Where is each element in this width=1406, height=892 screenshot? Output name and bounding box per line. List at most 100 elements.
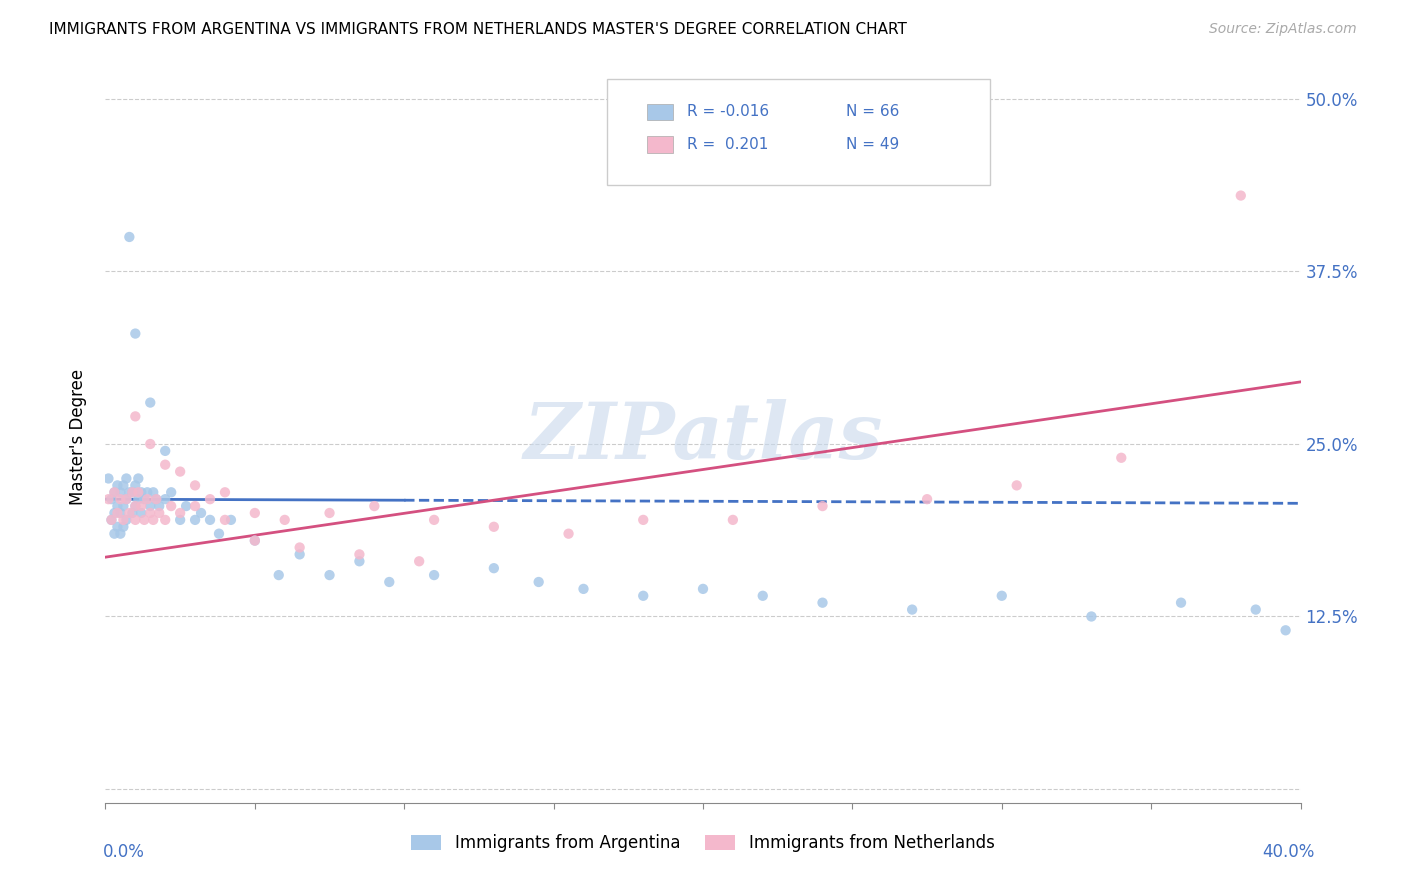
Point <box>129 506 153 520</box>
Point <box>148 499 170 513</box>
Point <box>103 485 125 500</box>
Point <box>139 499 162 513</box>
Text: ZIPatlas: ZIPatlas <box>523 399 883 475</box>
Point <box>811 499 834 513</box>
Point <box>124 409 146 424</box>
Point <box>219 513 242 527</box>
Point <box>110 526 132 541</box>
Point <box>107 520 129 534</box>
Point <box>124 499 146 513</box>
Point <box>482 520 505 534</box>
Point <box>915 492 938 507</box>
Point <box>127 471 149 485</box>
Point <box>100 492 122 507</box>
Point <box>692 582 714 596</box>
Point <box>214 485 236 500</box>
Point <box>184 478 207 492</box>
Point <box>136 492 159 507</box>
Point <box>990 589 1012 603</box>
Point <box>1229 188 1253 202</box>
Point <box>349 548 371 562</box>
Point <box>124 499 146 513</box>
Point <box>115 513 138 527</box>
Point <box>288 541 311 555</box>
Point <box>288 548 311 562</box>
Point <box>97 471 120 485</box>
Point <box>115 492 138 507</box>
Point <box>112 520 135 534</box>
Text: Source: ZipAtlas.com: Source: ZipAtlas.com <box>1209 22 1357 37</box>
Point <box>527 574 550 589</box>
Point <box>107 506 129 520</box>
Point <box>127 485 149 500</box>
Point <box>318 568 340 582</box>
Point <box>110 492 132 507</box>
Point <box>115 492 138 507</box>
Point <box>169 513 191 527</box>
Point <box>184 499 207 513</box>
Point <box>1170 596 1192 610</box>
Point <box>110 506 132 520</box>
Legend: Immigrants from Argentina, Immigrants from Netherlands: Immigrants from Argentina, Immigrants fr… <box>404 826 1002 860</box>
Point <box>1274 624 1296 638</box>
Point <box>155 443 177 458</box>
Point <box>190 506 212 520</box>
Point <box>100 513 122 527</box>
FancyBboxPatch shape <box>647 103 673 120</box>
Point <box>139 506 162 520</box>
Point <box>349 554 371 568</box>
Point <box>121 506 143 520</box>
Point <box>118 506 141 520</box>
Text: IMMIGRANTS FROM ARGENTINA VS IMMIGRANTS FROM NETHERLANDS MASTER'S DEGREE CORRELA: IMMIGRANTS FROM ARGENTINA VS IMMIGRANTS … <box>49 22 907 37</box>
Point <box>142 485 165 500</box>
Point <box>633 589 655 603</box>
Point <box>1080 609 1102 624</box>
Point <box>557 526 579 541</box>
Point <box>1111 450 1133 465</box>
Point <box>572 582 595 596</box>
Point <box>107 499 129 513</box>
Point <box>115 471 138 485</box>
Text: 0.0%: 0.0% <box>103 843 145 861</box>
Point <box>124 478 146 492</box>
Point <box>110 485 132 500</box>
Point <box>155 492 177 507</box>
Point <box>1244 602 1267 616</box>
Point <box>751 589 773 603</box>
Point <box>127 492 149 507</box>
Point <box>423 568 446 582</box>
Point <box>121 485 143 500</box>
Point <box>118 230 141 244</box>
Point <box>184 513 207 527</box>
Point <box>145 492 167 507</box>
Point <box>103 526 125 541</box>
Point <box>633 513 655 527</box>
Text: N = 66: N = 66 <box>846 104 900 120</box>
Text: R = -0.016: R = -0.016 <box>688 104 769 120</box>
Point <box>363 499 385 513</box>
Point <box>97 492 120 507</box>
Point <box>901 602 924 616</box>
Point <box>1005 478 1028 492</box>
Point <box>160 485 183 500</box>
Point <box>198 492 221 507</box>
Point <box>169 465 191 479</box>
Point <box>139 395 162 409</box>
Text: 40.0%: 40.0% <box>1263 843 1315 861</box>
Point <box>124 513 146 527</box>
Text: N = 49: N = 49 <box>846 137 900 152</box>
Point <box>134 513 156 527</box>
Point <box>124 326 146 341</box>
FancyBboxPatch shape <box>647 136 673 153</box>
Point <box>160 499 183 513</box>
Y-axis label: Master's Degree: Master's Degree <box>69 369 87 505</box>
Point <box>121 485 143 500</box>
Point <box>482 561 505 575</box>
Point <box>129 499 153 513</box>
Point <box>142 513 165 527</box>
Point <box>129 485 153 500</box>
Point <box>155 458 177 472</box>
Point <box>118 485 141 500</box>
Point <box>243 533 266 548</box>
Point <box>139 437 162 451</box>
